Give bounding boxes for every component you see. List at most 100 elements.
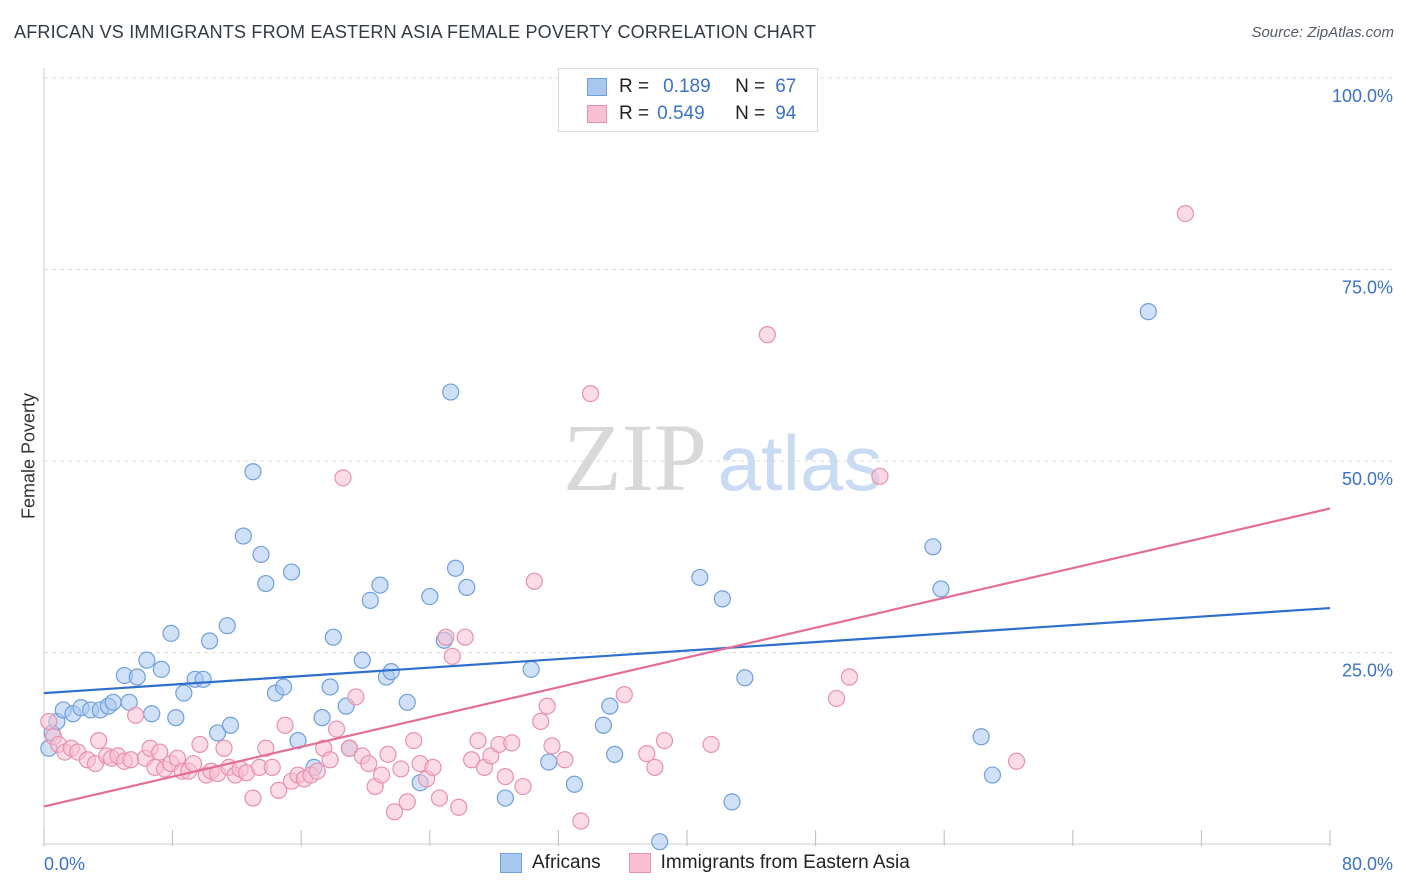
data-point <box>525 572 543 590</box>
data-point <box>540 753 558 771</box>
data-point <box>257 574 275 593</box>
trend-line <box>43 507 1331 808</box>
data-point <box>347 688 365 706</box>
data-point <box>424 758 442 777</box>
data-point <box>353 651 371 669</box>
y-axis-title: Female Poverty <box>18 392 39 520</box>
data-point <box>840 668 858 686</box>
data-point <box>458 578 476 596</box>
stats-legend: R = 0.189 N = 67 R = 0.549 N = 94 <box>558 68 818 132</box>
data-point <box>601 697 619 715</box>
data-point <box>167 709 185 727</box>
data-point <box>313 709 331 727</box>
data-point <box>871 467 889 485</box>
chart-title: AFRICAN VS IMMIGRANTS FROM EASTERN ASIA … <box>14 22 817 42</box>
n-value: 67 <box>775 76 797 97</box>
data-point <box>209 724 227 742</box>
data-point <box>194 670 212 688</box>
africans-swatch <box>500 853 522 873</box>
data-point <box>152 660 170 678</box>
data-point <box>371 576 389 594</box>
data-points <box>40 204 1194 851</box>
r-value: 0.189 <box>663 76 711 97</box>
data-point <box>437 628 455 646</box>
legend-label-immigrants: Immigrants from Eastern Asia <box>660 852 910 873</box>
africans-swatch <box>587 78 607 96</box>
stats-row-africans: R = 0.189 N = 67 <box>587 75 796 99</box>
series-legend: Africans Immigrants from Eastern Asia <box>500 852 938 874</box>
data-point <box>334 469 352 487</box>
data-point <box>218 617 236 635</box>
data-point <box>469 731 487 750</box>
data-point <box>443 647 461 665</box>
data-point <box>723 793 741 811</box>
data-point <box>392 760 410 778</box>
data-point <box>713 590 731 608</box>
data-point <box>924 538 942 556</box>
immigrants-swatch <box>628 853 651 873</box>
data-point <box>244 789 262 807</box>
data-point <box>151 743 169 761</box>
data-point <box>104 693 122 711</box>
data-point <box>972 728 990 746</box>
y-tick-label: 75.0% <box>1342 278 1393 298</box>
legend-item-immigrants: Immigrants from Eastern Asia <box>628 852 910 874</box>
data-point <box>496 789 514 807</box>
data-point <box>270 781 288 799</box>
data-point <box>736 669 754 687</box>
data-point <box>398 793 416 811</box>
watermark: ZIP atlas <box>563 404 882 511</box>
data-point <box>162 624 180 642</box>
y-tick-label: 100.0% <box>1332 86 1393 106</box>
data-point <box>450 798 468 816</box>
n-value: 94 <box>775 103 797 124</box>
data-point <box>456 628 474 646</box>
grid-lines <box>44 77 1392 653</box>
data-point <box>646 758 664 777</box>
data-point <box>691 568 709 587</box>
y-tick-label: 25.0% <box>1342 661 1393 681</box>
data-point <box>361 591 379 610</box>
data-point <box>538 697 556 715</box>
data-point <box>321 678 339 696</box>
data-point <box>122 751 140 769</box>
data-point <box>234 527 252 545</box>
legend-label-africans: Africans <box>532 852 601 873</box>
x-tick-label: 80.0% <box>1342 854 1393 874</box>
data-point <box>615 686 633 704</box>
data-point <box>430 789 449 807</box>
data-point <box>191 735 209 754</box>
n-label: N = <box>735 76 766 97</box>
data-point <box>90 731 108 750</box>
data-point <box>758 326 776 344</box>
immigrants-swatch <box>587 105 607 123</box>
data-point <box>244 463 262 481</box>
n-label: N = <box>735 103 766 124</box>
data-point <box>594 716 613 734</box>
data-point <box>276 716 294 734</box>
data-point <box>252 545 270 564</box>
data-point <box>421 587 439 606</box>
data-point <box>565 775 584 793</box>
data-point <box>1007 752 1026 770</box>
data-point <box>360 754 378 773</box>
data-point <box>606 745 624 763</box>
data-point <box>379 745 397 763</box>
data-point <box>263 758 281 777</box>
watermark-zip: ZIP <box>563 404 707 511</box>
legend-item-africans: Africans <box>500 852 601 874</box>
data-point <box>522 660 540 678</box>
stats-row-immigrants: R = 0.549 N = 94 <box>587 102 796 126</box>
data-point <box>503 734 521 752</box>
data-point <box>215 739 233 757</box>
tick-labels: 25.0% 50.0% 75.0% 100.0% 0.0% 80.0% <box>44 86 1393 874</box>
data-point <box>983 766 1002 784</box>
data-point <box>1176 204 1194 223</box>
data-point <box>702 735 720 754</box>
data-point <box>385 803 404 821</box>
data-point <box>638 745 656 763</box>
data-point <box>382 663 400 681</box>
data-point <box>446 559 465 577</box>
data-point <box>282 563 301 581</box>
